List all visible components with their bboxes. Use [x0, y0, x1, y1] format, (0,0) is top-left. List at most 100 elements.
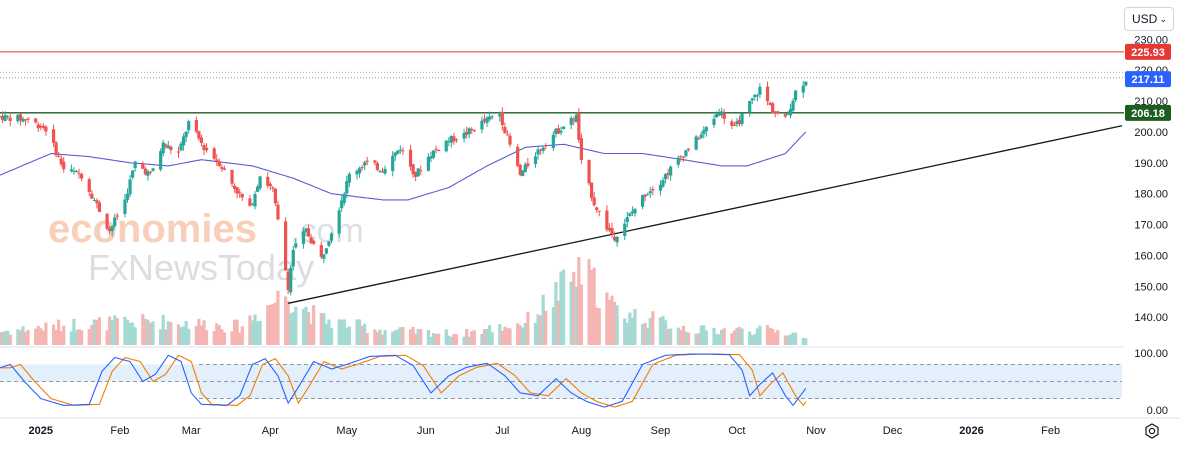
candle[interactable]	[202, 142, 206, 156]
candle[interactable]	[62, 157, 66, 173]
candle[interactable]	[467, 127, 471, 139]
candle[interactable]	[590, 182, 594, 202]
candle[interactable]	[57, 151, 61, 158]
candle[interactable]	[291, 245, 295, 271]
candle[interactable]	[80, 172, 84, 182]
candle[interactable]	[304, 227, 308, 237]
candle[interactable]	[702, 126, 706, 139]
candle[interactable]	[681, 155, 685, 162]
candle[interactable]	[503, 122, 507, 134]
candle[interactable]	[250, 202, 255, 206]
candle[interactable]	[646, 192, 650, 196]
candle[interactable]	[569, 115, 573, 130]
candle[interactable]	[182, 133, 186, 151]
candle[interactable]	[480, 116, 484, 134]
candle[interactable]	[490, 115, 494, 120]
candle[interactable]	[686, 148, 691, 152]
candle[interactable]	[383, 165, 387, 176]
candle[interactable]	[34, 117, 38, 124]
candle[interactable]	[523, 162, 527, 173]
candle[interactable]	[340, 195, 344, 212]
candle[interactable]	[266, 172, 270, 189]
candle[interactable]	[169, 145, 173, 155]
candle[interactable]	[452, 133, 456, 145]
candle[interactable]	[391, 151, 395, 177]
candle[interactable]	[248, 195, 252, 207]
candle[interactable]	[521, 169, 525, 177]
candle[interactable]	[595, 206, 599, 213]
candle[interactable]	[641, 194, 645, 210]
candle[interactable]	[605, 205, 609, 232]
candle[interactable]	[416, 167, 420, 178]
candle[interactable]	[447, 137, 451, 147]
candle[interactable]	[735, 117, 739, 127]
candle[interactable]	[720, 107, 724, 118]
candle[interactable]	[357, 166, 362, 178]
candle[interactable]	[306, 224, 311, 238]
candle[interactable]	[505, 130, 510, 136]
candle[interactable]	[508, 132, 512, 148]
candle[interactable]	[365, 156, 369, 166]
candle[interactable]	[414, 171, 418, 182]
candle[interactable]	[110, 225, 114, 237]
candle[interactable]	[791, 98, 795, 113]
candle[interactable]	[612, 231, 617, 242]
candle[interactable]	[363, 160, 367, 170]
candle[interactable]	[8, 112, 12, 127]
candle[interactable]	[294, 238, 298, 249]
candle[interactable]	[750, 97, 754, 105]
candle[interactable]	[697, 136, 701, 140]
candle[interactable]	[166, 140, 170, 149]
candle[interactable]	[541, 145, 545, 154]
stochastic-d-line[interactable]	[0, 353, 807, 408]
candle[interactable]	[286, 269, 290, 295]
candle[interactable]	[222, 165, 226, 171]
candle[interactable]	[426, 153, 430, 172]
candle[interactable]	[337, 207, 341, 238]
candle[interactable]	[561, 126, 566, 130]
candle[interactable]	[253, 191, 257, 210]
candle[interactable]	[87, 177, 91, 197]
candle[interactable]	[268, 181, 272, 191]
candle[interactable]	[393, 151, 397, 161]
candle[interactable]	[3, 111, 7, 122]
candle[interactable]	[444, 140, 448, 153]
candle[interactable]	[23, 118, 28, 126]
candle[interactable]	[54, 140, 58, 158]
candle[interactable]	[465, 126, 469, 139]
candle[interactable]	[380, 167, 385, 173]
candle[interactable]	[36, 122, 40, 132]
candle[interactable]	[551, 131, 555, 151]
candle[interactable]	[574, 112, 578, 123]
candle[interactable]	[255, 184, 260, 193]
candle[interactable]	[212, 147, 216, 161]
candle[interactable]	[615, 235, 619, 247]
candle[interactable]	[115, 212, 119, 220]
candle[interactable]	[26, 117, 30, 124]
candle[interactable]	[717, 108, 721, 117]
candle[interactable]	[215, 154, 219, 166]
candle[interactable]	[666, 168, 670, 180]
candle[interactable]	[143, 166, 147, 176]
candle[interactable]	[21, 116, 25, 123]
candle[interactable]	[539, 148, 543, 156]
candle[interactable]	[108, 226, 112, 235]
candle[interactable]	[788, 103, 793, 119]
candle[interactable]	[610, 222, 614, 238]
candle[interactable]	[125, 188, 130, 203]
candle[interactable]	[113, 213, 117, 229]
candle[interactable]	[648, 186, 652, 198]
candle[interactable]	[74, 169, 79, 173]
candle[interactable]	[312, 239, 316, 246]
candle[interactable]	[284, 217, 288, 271]
candle[interactable]	[159, 148, 163, 172]
candle[interactable]	[755, 93, 759, 102]
candle[interactable]	[95, 198, 99, 209]
candle[interactable]	[488, 111, 492, 122]
candle[interactable]	[472, 129, 476, 133]
candle[interactable]	[783, 113, 787, 119]
candle[interactable]	[776, 110, 780, 115]
candle[interactable]	[18, 113, 22, 126]
candle[interactable]	[72, 167, 76, 175]
